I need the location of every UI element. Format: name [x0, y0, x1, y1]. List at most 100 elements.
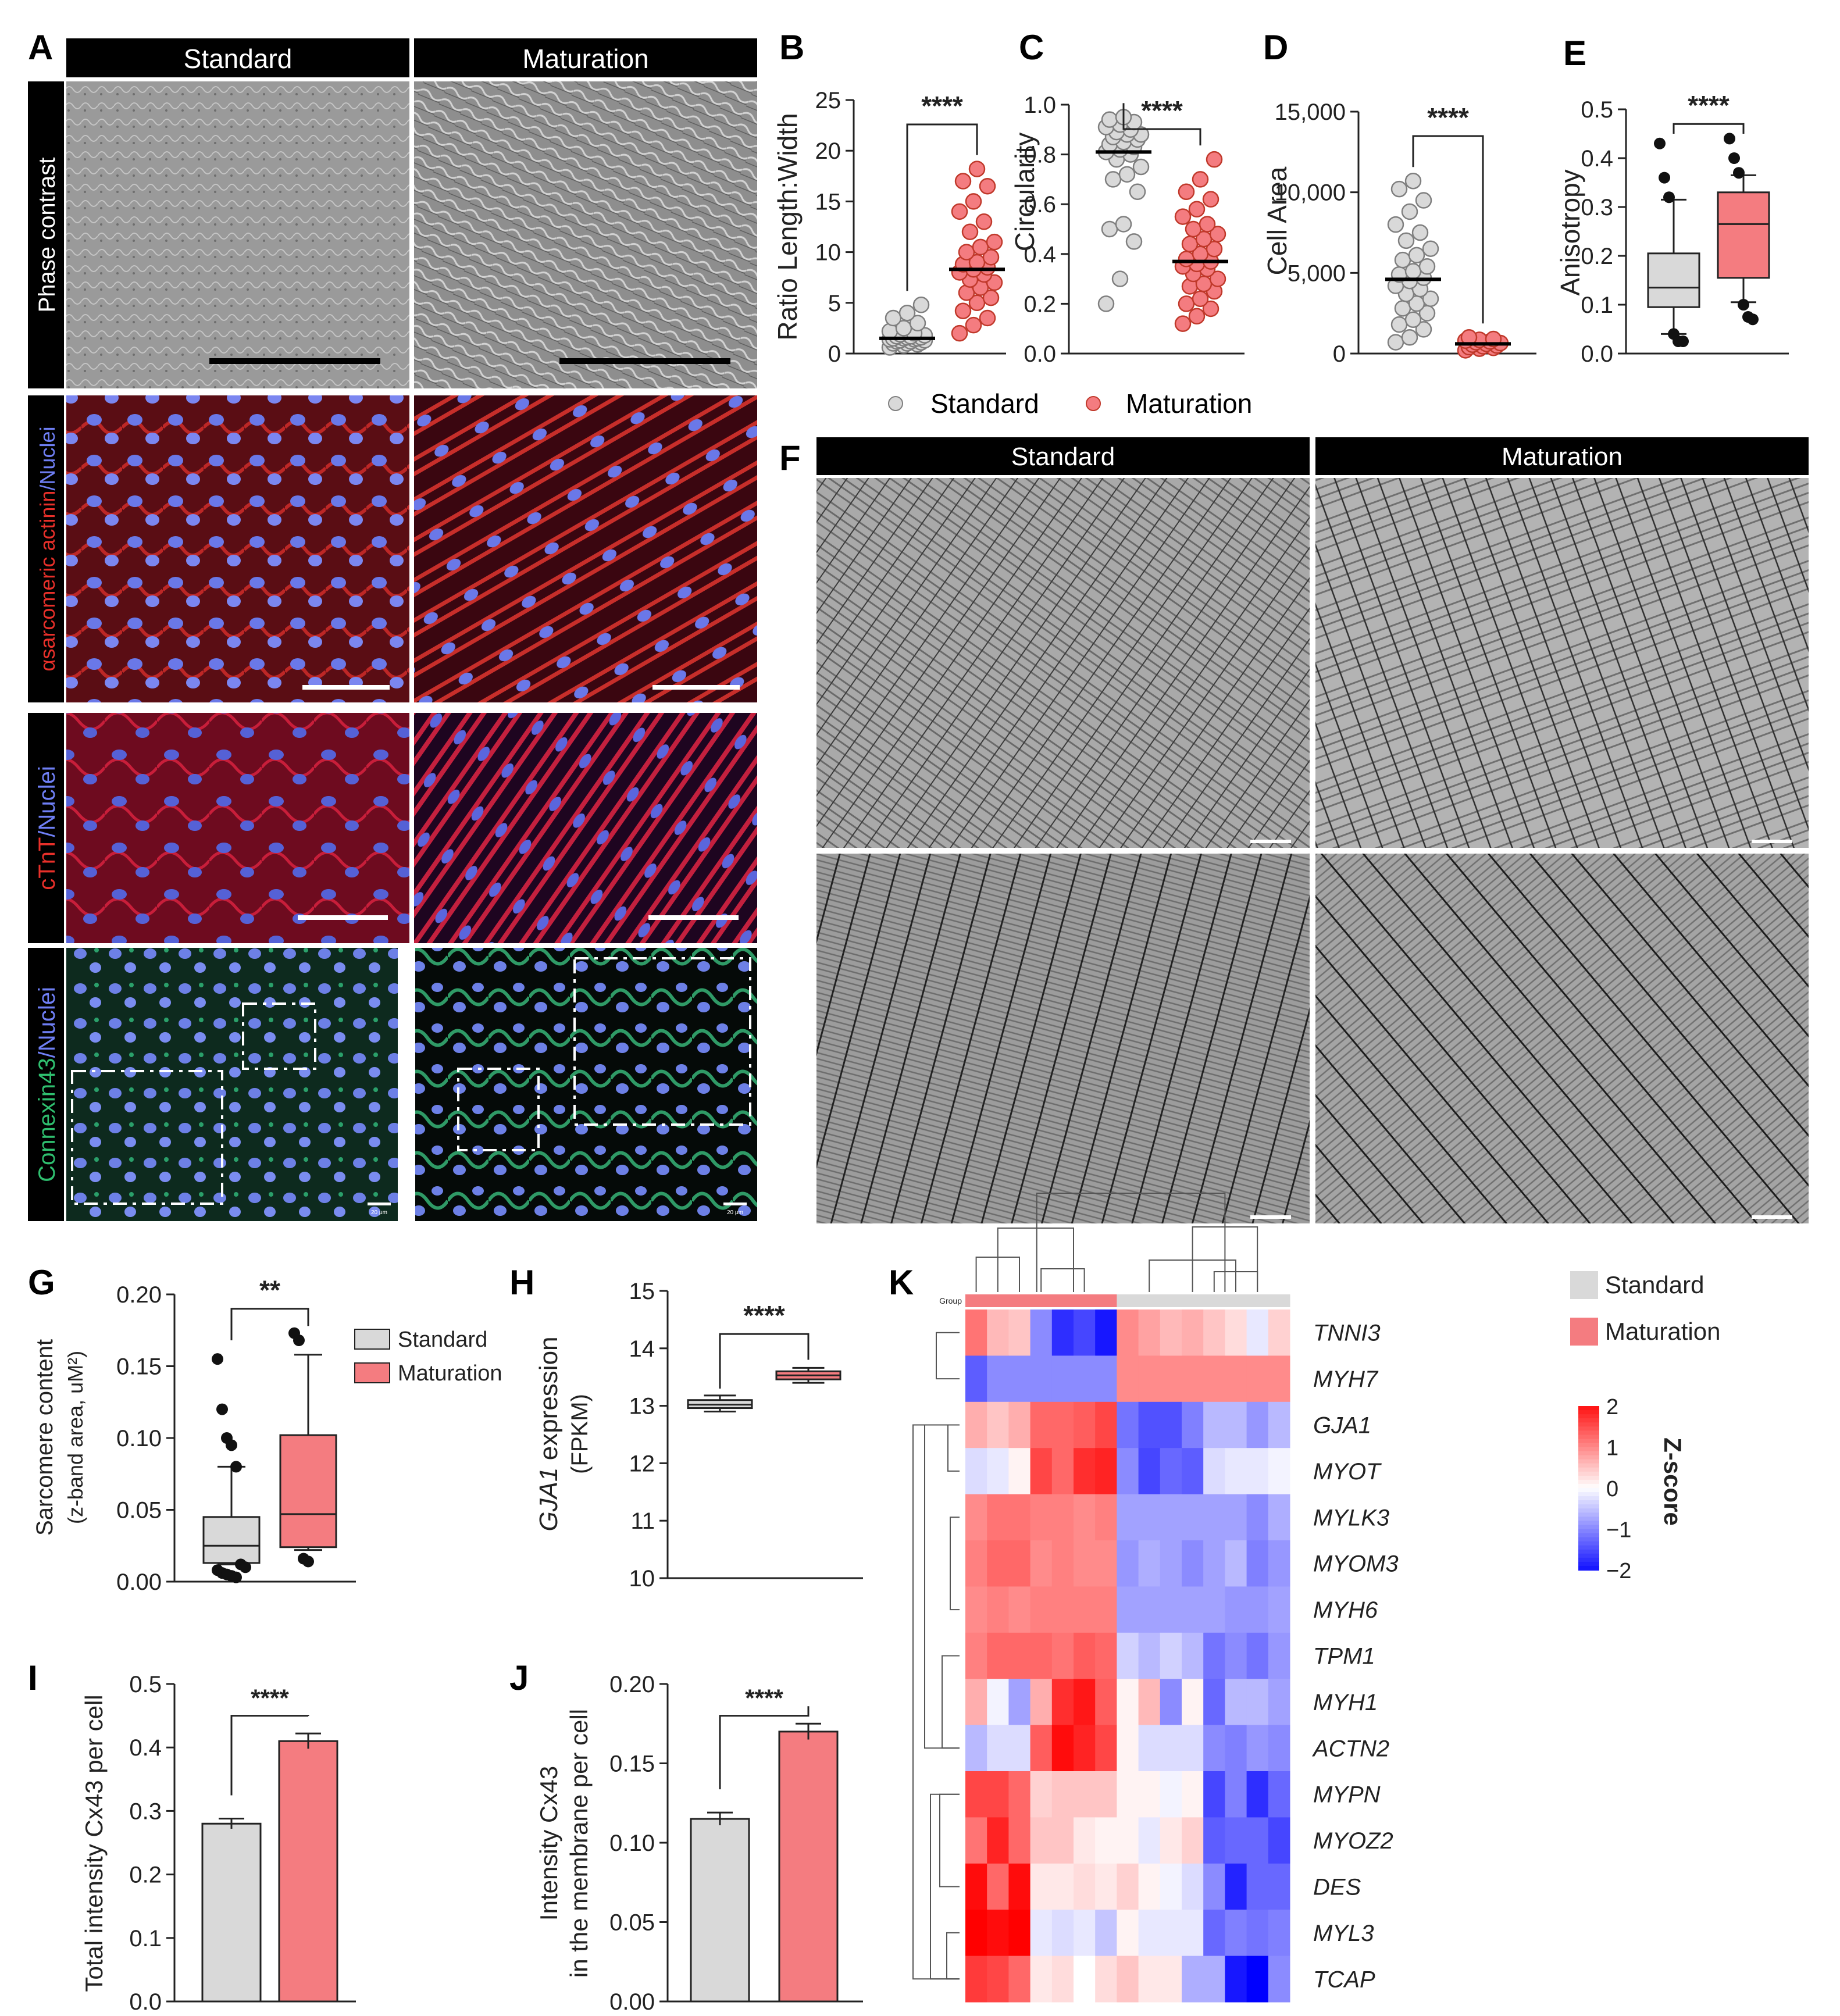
y-axis-label-rest: expression — [534, 1336, 563, 1467]
y-tick-label: 14 — [629, 1336, 655, 1362]
row-bar-ctnt — [28, 713, 64, 943]
heatmap-cell — [1095, 1863, 1117, 1910]
data-point — [951, 324, 968, 342]
y-axis-label: Anisotropy — [1555, 169, 1585, 295]
group-bar-cell — [1246, 1294, 1269, 1307]
legend-swatch-maturation — [1570, 1318, 1598, 1346]
heatmap-cell — [1095, 1309, 1117, 1356]
heatmap-cell — [1074, 1355, 1096, 1403]
y-tick-label: 10 — [629, 1566, 655, 1592]
col-label-maturation: Maturation — [522, 44, 648, 74]
row-label-connexin: Connexin43/Nuclei — [34, 987, 60, 1182]
data-point — [1202, 300, 1219, 317]
heatmap-cell — [1182, 1494, 1204, 1541]
y-tick-label: 0.2 — [1024, 291, 1056, 317]
heatmap-cell — [1030, 1494, 1053, 1541]
scale-bar — [209, 358, 380, 364]
colorbar-segment — [1578, 1426, 1599, 1432]
heatmap-cell — [1203, 1355, 1225, 1403]
column-dendrogram-branch — [997, 1228, 1074, 1292]
heatmap-cell — [1117, 1494, 1139, 1541]
data-point — [986, 233, 1003, 251]
colorbar-segment — [1578, 1529, 1599, 1534]
heatmap-cell — [1008, 1725, 1031, 1772]
data-point — [1101, 220, 1118, 238]
heatmap-cell — [1074, 1309, 1096, 1356]
colorbar-segment — [1578, 1561, 1599, 1567]
y-tick-label: 15 — [815, 189, 841, 215]
heatmap-cell — [1246, 1771, 1269, 1818]
heatmap-cell — [1182, 1910, 1204, 1957]
heatmap-cell — [1117, 1586, 1139, 1633]
data-point — [1394, 251, 1411, 269]
column-dendrogram-branch — [1036, 1193, 1226, 1292]
group-label: Group — [939, 1296, 962, 1305]
heatmap-cell — [1246, 1309, 1269, 1356]
box — [279, 1434, 337, 1548]
heatmap-cell — [1051, 1401, 1074, 1448]
heatmap-cell — [965, 1586, 987, 1633]
colorbar-segment — [1578, 1439, 1599, 1444]
row-label: MYOZ2 — [1313, 1828, 1393, 1854]
colorbar-segment — [1578, 1447, 1599, 1452]
data-point — [979, 309, 996, 327]
heatmap-cell — [1138, 1632, 1161, 1679]
heatmap-cell — [1246, 1956, 1269, 2003]
colorbar-segment — [1578, 1406, 1599, 1411]
group-bar-cell — [1138, 1294, 1161, 1307]
heatmap-cell — [1182, 1771, 1204, 1818]
heatmap-cell — [1030, 1863, 1053, 1910]
heatmap-cell — [987, 1632, 1009, 1679]
significance-bracket — [1673, 123, 1745, 134]
scale-bar — [368, 1203, 391, 1205]
heatmap-cell — [1268, 1494, 1290, 1541]
data-point — [1188, 201, 1206, 218]
colorbar-tick-label: −2 — [1606, 1559, 1631, 1583]
y-tick-label: 0.1 — [1581, 292, 1613, 318]
heatmap-cell — [1138, 1494, 1161, 1541]
heatmap-cell — [1246, 1725, 1269, 1772]
data-point — [1174, 208, 1192, 225]
significance-bracket — [230, 1715, 309, 1796]
heatmap-cell — [1074, 1771, 1096, 1818]
significance-label: **** — [745, 1685, 783, 1712]
y-tick-label: 0.20 — [609, 1672, 655, 1697]
inset-box — [457, 1068, 540, 1151]
heatmap-cell — [1268, 1632, 1290, 1679]
colorbar-segment — [1578, 1565, 1599, 1571]
row-label: TCAP — [1313, 1967, 1375, 1992]
heatmap-cell — [1138, 1725, 1161, 1772]
heatmap-cell — [1182, 1355, 1204, 1403]
heatmap-cell — [1268, 1355, 1290, 1403]
y-tick-label: 0.4 — [1024, 242, 1056, 267]
col-label-standard: Standard — [1011, 443, 1115, 471]
colorbar-segment — [1578, 1504, 1599, 1510]
image-connexin-standard — [66, 948, 398, 1221]
heatmap-cell — [1203, 1401, 1225, 1448]
heatmap-cell — [1008, 1401, 1031, 1448]
y-tick-label: 0.20 — [116, 1282, 162, 1308]
heatmap-cell — [1182, 1725, 1204, 1772]
colorbar-segment — [1578, 1422, 1599, 1428]
data-point — [1404, 311, 1422, 329]
heatmap-cell — [1095, 1540, 1117, 1587]
heatmap-cell — [1225, 1309, 1247, 1356]
tem-image-maturation-high — [1315, 854, 1809, 1223]
y-axis-label-2: (FPKM) — [567, 1394, 593, 1474]
heatmap-cell — [1160, 1309, 1182, 1356]
data-point — [1181, 236, 1199, 252]
heatmap-cell — [1051, 1725, 1074, 1772]
row-bar-actinin — [28, 395, 64, 702]
colorbar-segment — [1578, 1471, 1599, 1476]
scale-label: 20 μm — [727, 1209, 743, 1216]
y-tick-label: 0.5 — [1581, 97, 1613, 123]
image-ctnt-standard — [66, 713, 409, 943]
scale-bar — [298, 915, 388, 920]
data-point — [1188, 308, 1206, 325]
significance-bracket — [230, 1308, 309, 1341]
bar — [201, 1822, 262, 2003]
heatmap-cell — [1203, 1771, 1225, 1818]
y-tick-label: 12 — [629, 1451, 655, 1476]
panel-letter-j: J — [509, 1658, 529, 1697]
